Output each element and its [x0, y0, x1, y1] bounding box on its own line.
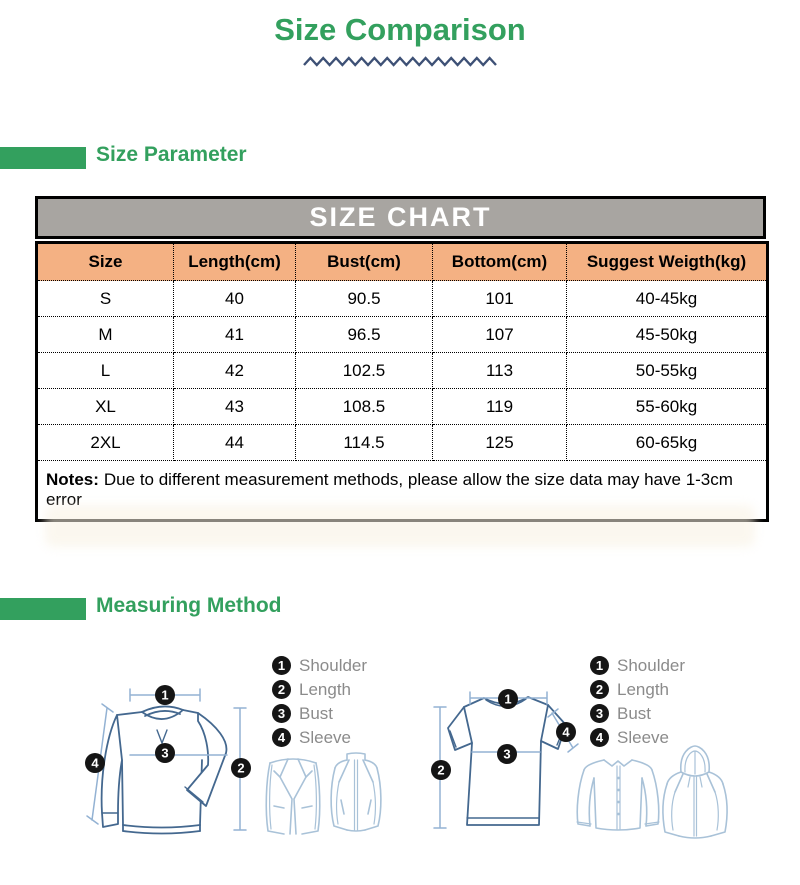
svg-text:1: 1 — [504, 692, 511, 707]
cell-length: 44 — [173, 424, 296, 461]
section-accent-bar — [0, 147, 86, 169]
measure-legend-right: 1 Shoulder 2 Length 3 Bust 4 Sleeve — [590, 656, 685, 752]
notes-text: Due to different measurement methods, pl… — [46, 470, 733, 509]
svg-text:1: 1 — [161, 688, 168, 703]
size-chart-banner: SIZE CHART — [35, 196, 766, 239]
cell-bottom: 107 — [432, 316, 567, 353]
cell-bottom: 113 — [432, 352, 567, 389]
marker-4-sleeve: 4 — [556, 722, 576, 742]
col-header-size: Size — [36, 242, 174, 281]
measure-legend-left: 1 Shoulder 2 Length 3 Bust 4 Sleeve — [272, 656, 367, 752]
marker-3-bust: 3 — [155, 743, 175, 763]
legend-number-badge: 3 — [272, 704, 291, 723]
table-header-row: Size Length(cm) Bust(cm) Bottom(cm) Sugg… — [36, 242, 768, 281]
marker-1-shoulder: 1 — [498, 689, 518, 709]
faint-watermark — [45, 505, 755, 547]
cell-size: L — [36, 352, 174, 389]
blazer-sketch — [265, 758, 321, 835]
col-header-length: Length(cm) — [173, 242, 296, 281]
legend-number-badge: 4 — [590, 728, 609, 747]
marker-1-shoulder: 1 — [155, 685, 175, 705]
legend-number-badge: 1 — [590, 656, 609, 675]
col-header-weight: Suggest Weigth(kg) — [566, 242, 768, 281]
cell-bust: 90.5 — [295, 280, 433, 317]
cell-bust: 108.5 — [295, 388, 433, 425]
marker-2-length: 2 — [231, 758, 251, 778]
marker-2-length: 2 — [431, 760, 451, 780]
marker-4-sleeve: 4 — [85, 753, 105, 773]
table-row: L 42 102.5 113 50-55kg — [36, 352, 768, 389]
cell-size: M — [36, 316, 174, 353]
legend-number-badge: 4 — [272, 728, 291, 747]
legend-label: Bust — [299, 703, 334, 723]
legend-item-shoulder: 1 Shoulder — [590, 656, 685, 675]
svg-text:4: 4 — [562, 725, 570, 740]
legend-label: Length — [299, 679, 351, 699]
col-header-bottom: Bottom(cm) — [432, 242, 567, 281]
svg-text:2: 2 — [237, 761, 244, 776]
legend-item-sleeve: 4 Sleeve — [590, 728, 685, 747]
legend-number-badge: 1 — [272, 656, 291, 675]
svg-text:3: 3 — [161, 746, 168, 761]
zip-jacket-sketch — [330, 752, 382, 832]
cell-size: S — [36, 280, 174, 317]
cell-size: XL — [36, 388, 174, 425]
hoodie-sketch — [662, 745, 728, 839]
cell-weight: 40-45kg — [566, 280, 768, 317]
sweatshirt-measure-diagram: 1 2 3 4 — [85, 685, 251, 835]
legend-number-badge: 3 — [590, 704, 609, 723]
table-row: XL 43 108.5 119 55-60kg — [36, 388, 768, 425]
section-title-size-parameter: Size Parameter — [96, 143, 247, 166]
legend-label: Sleeve — [617, 727, 669, 747]
legend-number-badge: 2 — [272, 680, 291, 699]
button-shirt-sketch — [576, 759, 660, 831]
legend-item-length: 2 Length — [272, 680, 367, 699]
legend-label: Shoulder — [299, 655, 368, 675]
cell-length: 41 — [173, 316, 296, 353]
section-title-measuring-method: Measuring Method — [96, 594, 282, 617]
legend-label: Length — [617, 679, 669, 699]
section-accent-bar — [0, 598, 86, 620]
table-row: 2XL 44 114.5 125 60-65kg — [36, 424, 768, 461]
size-chart-banner-label: SIZE CHART — [309, 202, 492, 232]
cell-weight: 60-65kg — [566, 424, 768, 461]
tshirt-measure-diagram: 1 2 3 4 — [431, 689, 579, 829]
legend-item-bust: 3 Bust — [590, 704, 685, 723]
cell-bottom: 101 — [432, 280, 567, 317]
legend-item-sleeve: 4 Sleeve — [272, 728, 367, 747]
marker-3-bust: 3 — [497, 744, 517, 764]
zigzag-divider — [303, 56, 497, 67]
legend-label: Sleeve — [299, 727, 351, 747]
svg-text:3: 3 — [503, 747, 510, 762]
legend-item-shoulder: 1 Shoulder — [272, 656, 367, 675]
table-row: S 40 90.5 101 40-45kg — [36, 280, 768, 317]
cell-weight: 45-50kg — [566, 316, 768, 353]
legend-label: Bust — [617, 703, 652, 723]
legend-item-bust: 3 Bust — [272, 704, 367, 723]
cell-weight: 55-60kg — [566, 388, 768, 425]
svg-text:4: 4 — [91, 756, 99, 771]
svg-text:2: 2 — [437, 763, 444, 778]
cell-bust: 102.5 — [295, 352, 433, 389]
col-header-bust: Bust(cm) — [295, 242, 433, 281]
table-row: M 41 96.5 107 45-50kg — [36, 316, 768, 353]
legend-number-badge: 2 — [590, 680, 609, 699]
cell-bust: 96.5 — [295, 316, 433, 353]
cell-length: 42 — [173, 352, 296, 389]
notes-label: Notes: — [46, 470, 99, 489]
legend-label: Shoulder — [617, 655, 686, 675]
cell-bottom: 119 — [432, 388, 567, 425]
cell-length: 40 — [173, 280, 296, 317]
cell-size: 2XL — [36, 424, 174, 461]
page-title: Size Comparison — [274, 12, 526, 47]
cell-bust: 114.5 — [295, 424, 433, 461]
legend-item-length: 2 Length — [590, 680, 685, 699]
cell-weight: 50-55kg — [566, 352, 768, 389]
size-chart-table: Size Length(cm) Bust(cm) Bottom(cm) Sugg… — [35, 241, 769, 522]
cell-length: 43 — [173, 388, 296, 425]
cell-bottom: 125 — [432, 424, 567, 461]
